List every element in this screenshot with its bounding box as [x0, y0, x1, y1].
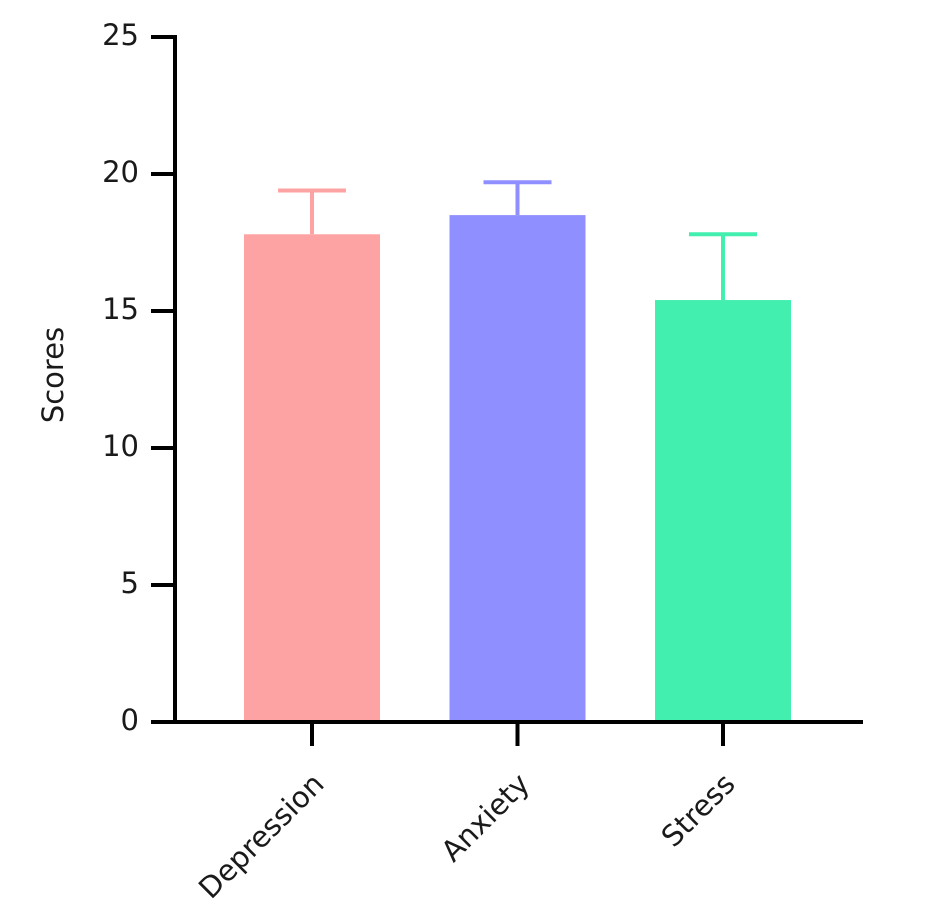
y-axis-label: Scores — [36, 327, 70, 423]
bar — [244, 234, 380, 722]
x-tick-label: Stress — [655, 767, 742, 854]
x-tick-label: Anxiety — [434, 767, 536, 869]
y-tick-label: 25 — [102, 18, 139, 52]
y-tick-label: 15 — [102, 292, 139, 326]
y-tick-label: 0 — [121, 703, 139, 737]
bar — [449, 215, 586, 722]
bar — [655, 300, 791, 722]
x-tick-label: Depression — [192, 767, 331, 906]
y-tick-label: 10 — [102, 429, 139, 463]
y-tick-label: 5 — [121, 566, 139, 600]
y-tick-label: 20 — [102, 155, 139, 189]
